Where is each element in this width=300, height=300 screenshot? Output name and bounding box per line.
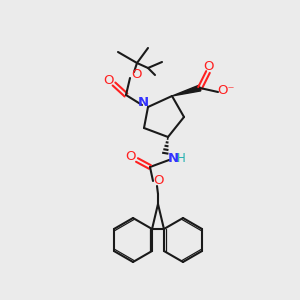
Text: O: O (126, 151, 136, 164)
Text: O: O (154, 173, 164, 187)
Polygon shape (172, 85, 201, 96)
Text: O: O (204, 59, 214, 73)
Text: N: N (167, 152, 178, 164)
Text: N: N (137, 97, 148, 110)
Text: H: H (177, 152, 185, 164)
Text: O: O (103, 74, 113, 86)
Text: O⁻: O⁻ (217, 85, 235, 98)
Text: O: O (131, 68, 141, 80)
